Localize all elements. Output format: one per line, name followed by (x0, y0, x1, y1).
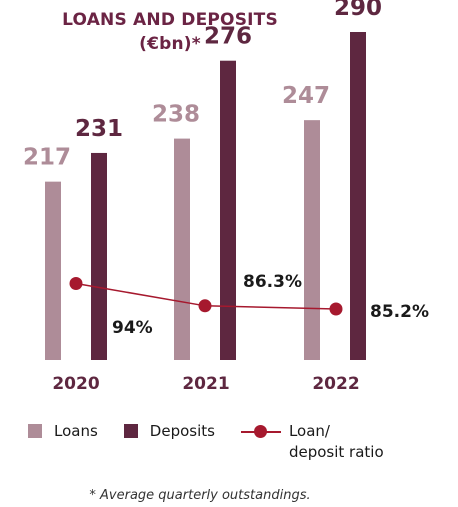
bar-loans-2022 (304, 120, 320, 361)
legend-swatch-deposits (123, 424, 138, 438)
label-loans-2022: 247 (282, 83, 330, 109)
footnote: * Average quarterly outstandings. (89, 488, 311, 503)
legend-line-marker-icon (240, 422, 281, 440)
legend: Loans Deposits Loan/ deposit ratio (28, 422, 399, 463)
chart-title: LOANS AND DEPOSITS (62, 10, 278, 30)
bar-loans-2020 (45, 181, 61, 360)
label-deposits-2020: 231 (75, 116, 123, 142)
ratio-point-2020 (69, 276, 83, 290)
label-deposits-2021: 276 (204, 24, 252, 50)
bar-deposits-2022 (350, 32, 366, 360)
legend-label-deposits: Deposits (149, 422, 215, 440)
ratio-point-2022 (329, 302, 343, 316)
bar-deposits-2020 (91, 152, 107, 360)
label-loans-2020: 217 (23, 145, 71, 171)
chart-subtitle: (€bn)* (139, 34, 201, 54)
legend-label-ratio: Loan/ deposit ratio (289, 421, 399, 463)
x-tick-2022: 2022 (312, 374, 359, 394)
ratio-label-2022: 85.2% (370, 302, 429, 322)
legend-label-ratio-line1: Loan/ (288, 422, 330, 440)
legend-item-deposits: Deposits (123, 422, 215, 440)
ratio-label-2021: 86.3% (243, 272, 302, 292)
x-tick-2021: 2021 (182, 374, 229, 394)
label-loans-2021: 238 (152, 102, 200, 128)
legend-swatch-loans (28, 424, 42, 438)
x-tick-2020: 2020 (52, 374, 99, 394)
bar-deposits-2021 (220, 60, 236, 360)
label-deposits-2022: 290 (334, 0, 382, 21)
legend-item-ratio: Loan/ deposit ratio (240, 421, 399, 463)
legend-label-loans: Loans (54, 422, 98, 440)
legend-item-loans: Loans (28, 422, 98, 440)
bar-loans-2021 (174, 138, 190, 360)
ratio-point-2021 (198, 299, 212, 313)
legend-label-ratio-line2: deposit ratio (288, 443, 384, 461)
ratio-label-2020: 94% (112, 318, 153, 338)
